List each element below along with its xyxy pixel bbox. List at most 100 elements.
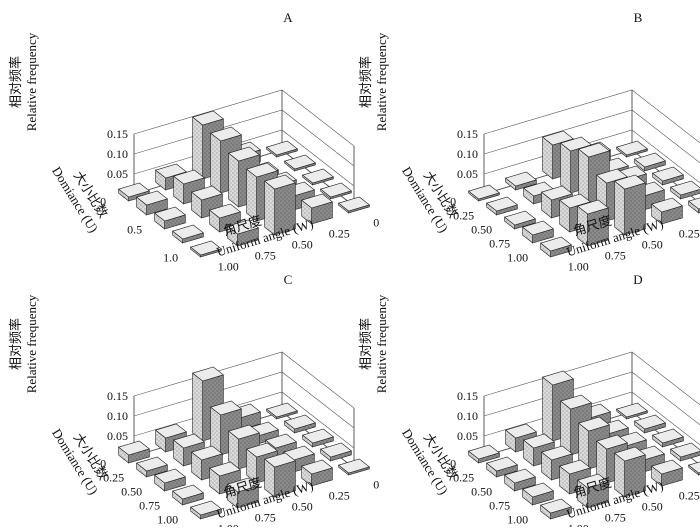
panel-label: D [633, 272, 642, 287]
y-tick-label: 0.10 [107, 147, 128, 161]
bar-w2-u4 [613, 446, 647, 498]
bar-w0-u3 [319, 442, 353, 462]
u-tick-label: 1.00 [157, 513, 178, 527]
w-tick-label: 0.50 [642, 500, 663, 514]
w-tick-label: 0.25 [329, 227, 350, 241]
bar-w3-u4 [226, 219, 260, 247]
y-tick-labels: 00.050.100.15 [107, 389, 128, 463]
u-tick-label: 0.25 [103, 471, 124, 485]
y-axis-title: 相对频率 Relative frequency [8, 32, 39, 131]
y-axis-title-en: Relative frequency [24, 32, 39, 131]
u-tick-label: 0 [100, 457, 106, 471]
bar-w0-u0 [615, 402, 649, 420]
w-tick-labels: 00.250.500.751.00 [218, 216, 380, 274]
u-tick-labels: 00.250.500.751.00 [100, 457, 178, 527]
bar-series [117, 366, 371, 520]
bar-w4-u2 [153, 468, 187, 492]
bar-w0-u2 [651, 166, 685, 186]
bar-w0-u3 [669, 180, 700, 200]
w-tick-label: 1.00 [568, 260, 589, 274]
y-axis-title: 相对频率 Relative frequency [8, 294, 39, 393]
u-tick-label: 0.50 [471, 485, 492, 499]
bar-w1-u4 [650, 197, 684, 225]
bar-w0-u1 [283, 154, 317, 172]
y-tick-label: 0.05 [107, 167, 128, 181]
bar-w4-u4 [539, 236, 573, 258]
bar-w3-u2 [190, 445, 224, 481]
w-tick-label: 0.25 [679, 489, 700, 503]
bar-w4-u0 [467, 184, 501, 202]
bar-w0-u4 [687, 197, 700, 214]
bar-w4-u0 [467, 444, 501, 464]
w-tick-labels: 00.250.500.751.00 [568, 227, 700, 274]
chart-panel-a: 00.050.100.1500.250.500.751.0000.51.0A相对… [8, 10, 379, 274]
y-axis-title-cn: 相对频率 [358, 56, 374, 108]
u-tick-label: 0.25 [453, 471, 474, 485]
bar-w1-u4 [650, 459, 684, 487]
y-tick-labels: 00.050.100.15 [107, 127, 128, 201]
bar-w2-u4 [613, 174, 647, 236]
u-tick-label: 0.50 [471, 223, 492, 237]
bar-series [467, 370, 700, 520]
u-tick-labels: 00.250.500.751.00 [450, 195, 528, 265]
y-axis-title-cn: 相对频率 [8, 318, 24, 370]
bar-w0-u4 [687, 461, 700, 476]
bar-w3-u0 [504, 171, 538, 191]
w-tick-label: 1.00 [568, 522, 589, 527]
chart-panel-b: 00.050.100.1500.250.500.751.0000.250.500… [358, 10, 700, 274]
bar-w0-u2 [301, 168, 335, 186]
w-tick-label: 0.50 [292, 238, 313, 252]
y-axis-title-en: Relative frequency [24, 294, 39, 393]
bar-w0-u0 [265, 402, 299, 420]
bar-w4-u4 [189, 500, 223, 520]
bar-w4-u2 [503, 468, 537, 492]
u-tick-label: 0.50 [121, 485, 142, 499]
u-tick-label: 0 [450, 195, 456, 209]
bar-w0-u4 [337, 196, 371, 214]
y-axis-title: 相对频率 Relative frequency [358, 294, 389, 393]
bar-w4-u2 [503, 210, 537, 230]
w-tick-label: 0.50 [292, 500, 313, 514]
bar-series [467, 130, 700, 258]
bar-w4-u1 [485, 456, 519, 478]
y-axis-title-cn: 相对频率 [8, 56, 24, 108]
u-tick-label: 0 [100, 195, 106, 209]
bar-w1-u4 [300, 193, 334, 225]
w-tick-label: 0.75 [255, 511, 276, 525]
bar-w4-u3 [171, 484, 205, 506]
y-tick-label: 0.15 [457, 127, 478, 141]
bar-w2-u4 [263, 174, 297, 236]
y-tick-labels: 00.050.100.15 [457, 389, 478, 463]
y-axis-title-cn: 相对频率 [358, 318, 374, 370]
bar-w4-u4 [189, 240, 223, 258]
bar-w3-u4 [576, 199, 610, 247]
bar-w4-u0 [117, 182, 151, 202]
bar-w0-u3 [319, 182, 353, 200]
bar-w4-u2 [153, 206, 187, 230]
y-tick-label: 0.15 [457, 389, 478, 403]
bar-w4-u0 [117, 440, 151, 464]
u-tick-label: 1.00 [507, 513, 528, 527]
w-tick-label: 0.75 [605, 249, 626, 263]
w-tick-label: 0.25 [679, 227, 700, 241]
bar-w0-u1 [283, 414, 317, 434]
y-tick-label: 0.05 [107, 429, 128, 443]
bar-w0-u2 [301, 428, 335, 448]
bar-w0-u1 [633, 152, 667, 172]
u-tick-label: 0.5 [127, 223, 142, 237]
panel-label: A [283, 10, 293, 25]
bar-w2-u4 [263, 452, 297, 498]
u-tick-label: 0.75 [489, 499, 510, 513]
u-tick-label: 0.25 [453, 209, 474, 223]
bar-w4-u1 [135, 190, 169, 216]
bar-w3-u4 [576, 473, 610, 509]
u-tick-label: 0 [450, 457, 456, 471]
u-tick-label: 0.75 [489, 237, 510, 251]
y-axis-title-en: Relative frequency [374, 294, 389, 393]
u-tick-label: 1.00 [507, 251, 528, 265]
bar-w0-u1 [633, 414, 667, 434]
bar-w1-u4 [300, 459, 334, 487]
bar-w0-u4 [337, 458, 371, 476]
